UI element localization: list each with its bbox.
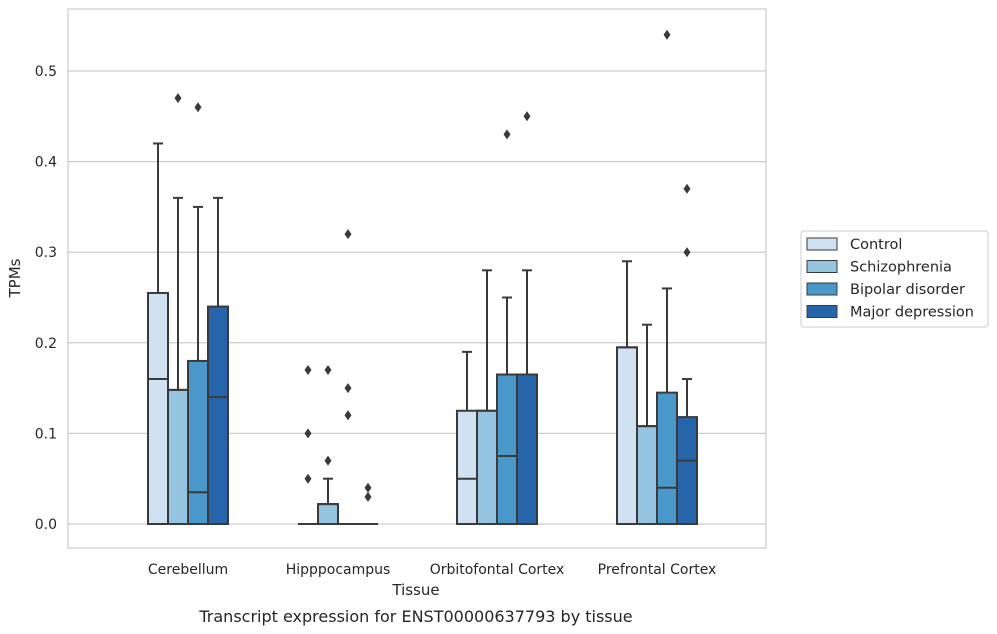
legend-label: Bipolar disorder (850, 282, 965, 298)
outlier-point (324, 455, 332, 466)
series-major-depression (207, 111, 698, 526)
box-body (476, 409, 498, 525)
outlier-point (344, 229, 352, 240)
box (676, 183, 698, 526)
x-tick-label: Prefrontal Cortex (598, 562, 717, 578)
outlier-point (523, 111, 531, 122)
chart-caption: Transcript expression for ENST0000063779… (198, 607, 632, 626)
box (317, 364, 339, 525)
legend-swatch (806, 305, 838, 318)
box-body (656, 391, 678, 525)
y-axis-ticks: 0.0 0.1 0.2 0.3 0.4 0.5 (35, 64, 57, 533)
box-plot-series (147, 29, 698, 526)
legend-swatch (806, 282, 838, 296)
outlier-point (304, 428, 312, 439)
legend: Control Schizophrenia Bipolar disorder Majo… (800, 230, 989, 328)
box (496, 129, 518, 526)
outlier-point (304, 364, 312, 375)
box (636, 323, 658, 526)
box (516, 111, 538, 526)
outlier-point (174, 93, 182, 104)
y-tick-label: 0.4 (35, 155, 57, 171)
box-body (496, 373, 518, 526)
plot-area-frame (67, 8, 767, 549)
x-tick-label: Hipppocampus (286, 562, 391, 578)
box-body (167, 388, 189, 525)
series-bipolar-disorder (187, 29, 678, 526)
outlier-point (683, 247, 691, 258)
box (476, 269, 498, 525)
x-axis-ticks: Cerebellum Hipppocampus Orbitofontal Corte… (148, 562, 716, 578)
box-body (636, 425, 658, 526)
box-body (456, 409, 478, 525)
outlier-point (683, 183, 691, 194)
series-schizophrenia (167, 93, 658, 526)
box-body (676, 416, 698, 526)
y-tick-label: 0.1 (35, 426, 57, 442)
box (656, 29, 678, 525)
box-body (317, 503, 339, 525)
x-tick-label: Cerebellum (148, 562, 228, 578)
box-body (147, 291, 169, 525)
outlier-point (304, 473, 312, 484)
y-tick-label: 0.5 (35, 64, 57, 80)
legend-label: Major depression (850, 305, 974, 321)
y-axis-label: TPMs (6, 258, 24, 298)
box-body (187, 359, 209, 526)
x-axis-label: Tissue (391, 581, 439, 599)
outlier-point (663, 29, 671, 40)
x-tick-label: Orbitofontal Cortex (430, 562, 565, 578)
box-body (207, 305, 229, 525)
box (207, 196, 229, 525)
legend-label: Control (850, 237, 902, 253)
box (358, 482, 378, 525)
legend-label: Schizophrenia (850, 260, 952, 276)
box-body (616, 346, 638, 525)
outlier-point (344, 410, 352, 421)
y-tick-label: 0.2 (35, 336, 57, 352)
outlier-point (344, 383, 352, 394)
legend-frame (800, 230, 989, 328)
box (147, 142, 169, 525)
box (338, 229, 358, 525)
y-tick-label: 0.0 (35, 517, 57, 533)
outlier-point (364, 482, 372, 493)
outlier-point (324, 364, 332, 375)
box-body (516, 373, 538, 526)
box (298, 364, 318, 525)
legend-swatch (806, 260, 838, 273)
box (616, 260, 638, 525)
box (167, 93, 189, 525)
box (187, 102, 209, 526)
y-tick-label: 0.3 (35, 245, 57, 261)
box (456, 350, 478, 525)
outlier-point (364, 491, 372, 502)
legend-swatch (806, 237, 838, 251)
outlier-point (503, 129, 511, 140)
outlier-point (194, 102, 202, 113)
